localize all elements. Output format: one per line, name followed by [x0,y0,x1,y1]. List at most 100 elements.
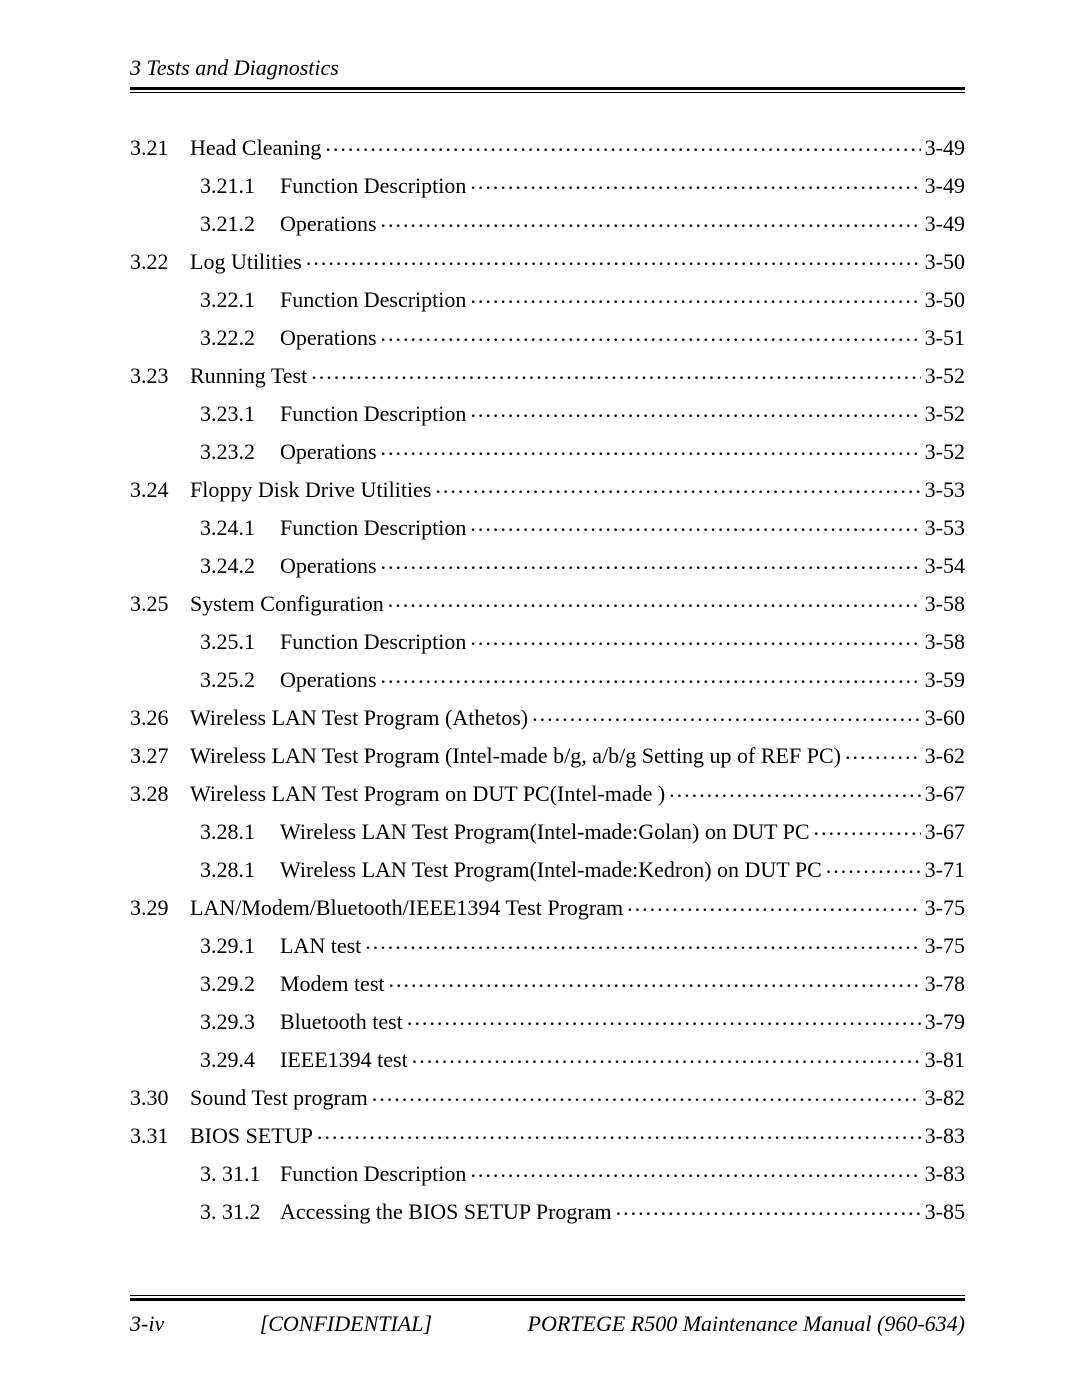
footer-page-number: 3-iv [130,1311,164,1337]
toc-leader-dots [365,931,920,953]
toc-leader-dots [616,1197,921,1219]
toc-leader-dots [669,779,921,801]
toc-entry: 3.29.1LAN test3-75 [130,931,965,957]
toc-subsection-number: 3. 31.2 [200,1201,280,1223]
toc-page-number: 3-50 [925,289,965,311]
toc-entry: 3.29LAN/Modem/Bluetooth/IEEE1394 Test Pr… [130,893,965,919]
toc-leader-dots [381,209,921,231]
toc-title: Function Description [280,631,466,653]
toc-subsection-number: 3. 31.1 [200,1163,280,1185]
toc-subsection-number: 3.25.1 [200,631,280,653]
toc-entry: 3.25System Configuration3-58 [130,589,965,615]
toc-entry: 3.21Head Cleaning 3-49 [130,133,965,159]
toc-page-number: 3-83 [925,1163,965,1185]
toc-leader-dots [814,817,921,839]
toc-entry: 3.26Wireless LAN Test Program (Athetos) 3… [130,703,965,729]
toc-subsection-number: 3.29.2 [200,973,280,995]
toc-page-number: 3-50 [925,251,965,273]
toc-leader-dots [435,475,920,497]
toc-title: Function Description [280,403,466,425]
toc-section-number: 3.22 [130,251,190,273]
toc-page-number: 3-49 [925,213,965,235]
toc-entry: 3. 31.2Accessing the BIOS SETUP Program3… [130,1197,965,1223]
toc-title: Sound Test program [190,1087,368,1109]
toc-leader-dots [381,437,921,459]
toc-title: Running Test [190,365,307,387]
toc-leader-dots [381,665,921,687]
toc-section-number: 3.26 [130,707,190,729]
toc-entry: 3.29.4IEEE1394 test3-81 [130,1045,965,1071]
toc-entry: 3.24.2Operations3-54 [130,551,965,577]
toc-subsection-number: 3.21.1 [200,175,280,197]
table-of-contents: 3.21Head Cleaning3-493.21.1Function Desc… [130,133,965,1223]
toc-title: Modem test [280,973,385,995]
page-container: 3 Tests and Diagnostics 3.21Head Cleanin… [0,0,1080,1397]
toc-page-number: 3-67 [925,821,965,843]
toc-leader-dots [372,1083,921,1105]
toc-page-number: 3-49 [925,175,965,197]
toc-entry: 3.22Log Utilities 3-50 [130,247,965,273]
toc-leader-dots [388,589,921,611]
toc-title: Bluetooth test [280,1011,403,1033]
toc-subsection-number: 3.25.2 [200,669,280,691]
toc-title: Function Description [280,289,466,311]
toc-page-number: 3-75 [925,897,965,919]
toc-leader-dots [407,1007,921,1029]
footer-confidential: [CONFIDENTIAL] [260,1311,432,1337]
toc-section-number: 3.21 [130,137,190,159]
toc-title: Operations [280,669,377,691]
toc-page-number: 3-51 [925,327,965,349]
toc-entry: 3.25.2Operations 3-59 [130,665,965,691]
toc-entry: 3.21.2Operations3-49 [130,209,965,235]
toc-entry: 3.28.1Wireless LAN Test Program(Intel-ma… [130,855,965,881]
toc-title: Function Description [280,517,466,539]
toc-page-number: 3-60 [925,707,965,729]
footer-manual-title: PORTEGE R500 Maintenance Manual (960-634… [528,1311,965,1337]
toc-entry: 3.23Running Test3-52 [130,361,965,387]
toc-subsection-number: 3.22.2 [200,327,280,349]
toc-leader-dots [381,551,921,573]
toc-entry: 3.21.1Function Description 3-49 [130,171,965,197]
toc-title: Floppy Disk Drive Utilities [190,479,431,501]
toc-entry: 3.28.1Wireless LAN Test Program(Intel-ma… [130,817,965,843]
toc-subsection-number: 3.28.1 [200,859,280,881]
toc-title: Operations [280,555,377,577]
footer-rule-thin [130,1295,965,1296]
toc-title: Operations [280,441,377,463]
toc-leader-dots [470,285,920,307]
toc-entry: 3.24Floppy Disk Drive Utilities3-53 [130,475,965,501]
toc-section-number: 3.24 [130,479,190,501]
toc-section-number: 3.31 [130,1125,190,1147]
toc-section-number: 3.30 [130,1087,190,1109]
toc-leader-dots [845,741,921,763]
toc-page-number: 3-53 [925,517,965,539]
toc-leader-dots [317,1121,921,1143]
toc-subsection-number: 3.29.1 [200,935,280,957]
toc-page-number: 3-83 [925,1125,965,1147]
toc-section-number: 3.25 [130,593,190,615]
toc-page-number: 3-52 [925,403,965,425]
toc-section-number: 3.29 [130,897,190,919]
toc-title: Function Description [280,1163,466,1185]
footer-row: 3-iv [CONFIDENTIAL] PORTEGE R500 Mainten… [130,1311,965,1337]
toc-page-number: 3-52 [925,441,965,463]
toc-entry: 3.23.1Function Description3-52 [130,399,965,425]
toc-page-number: 3-75 [925,935,965,957]
toc-title: Log Utilities [190,251,302,273]
toc-page-number: 3-59 [925,669,965,691]
toc-entry: 3.27Wireless LAN Test Program (Intel-mad… [130,741,965,767]
toc-leader-dots [325,133,920,155]
toc-leader-dots [470,1159,920,1181]
toc-subsection-number: 3.24.2 [200,555,280,577]
toc-page-number: 3-49 [925,137,965,159]
toc-entry: 3.23.2Operations3-52 [130,437,965,463]
toc-leader-dots [532,703,921,725]
toc-subsection-number: 3.29.3 [200,1011,280,1033]
toc-page-number: 3-71 [925,859,965,881]
toc-leader-dots [412,1045,921,1067]
toc-entry: 3.29.2Modem test3-78 [130,969,965,995]
toc-subsection-number: 3.29.4 [200,1049,280,1071]
toc-title: Function Description [280,175,466,197]
toc-title: Wireless LAN Test Program (Athetos) [190,707,528,729]
toc-title: Head Cleaning [190,137,321,159]
